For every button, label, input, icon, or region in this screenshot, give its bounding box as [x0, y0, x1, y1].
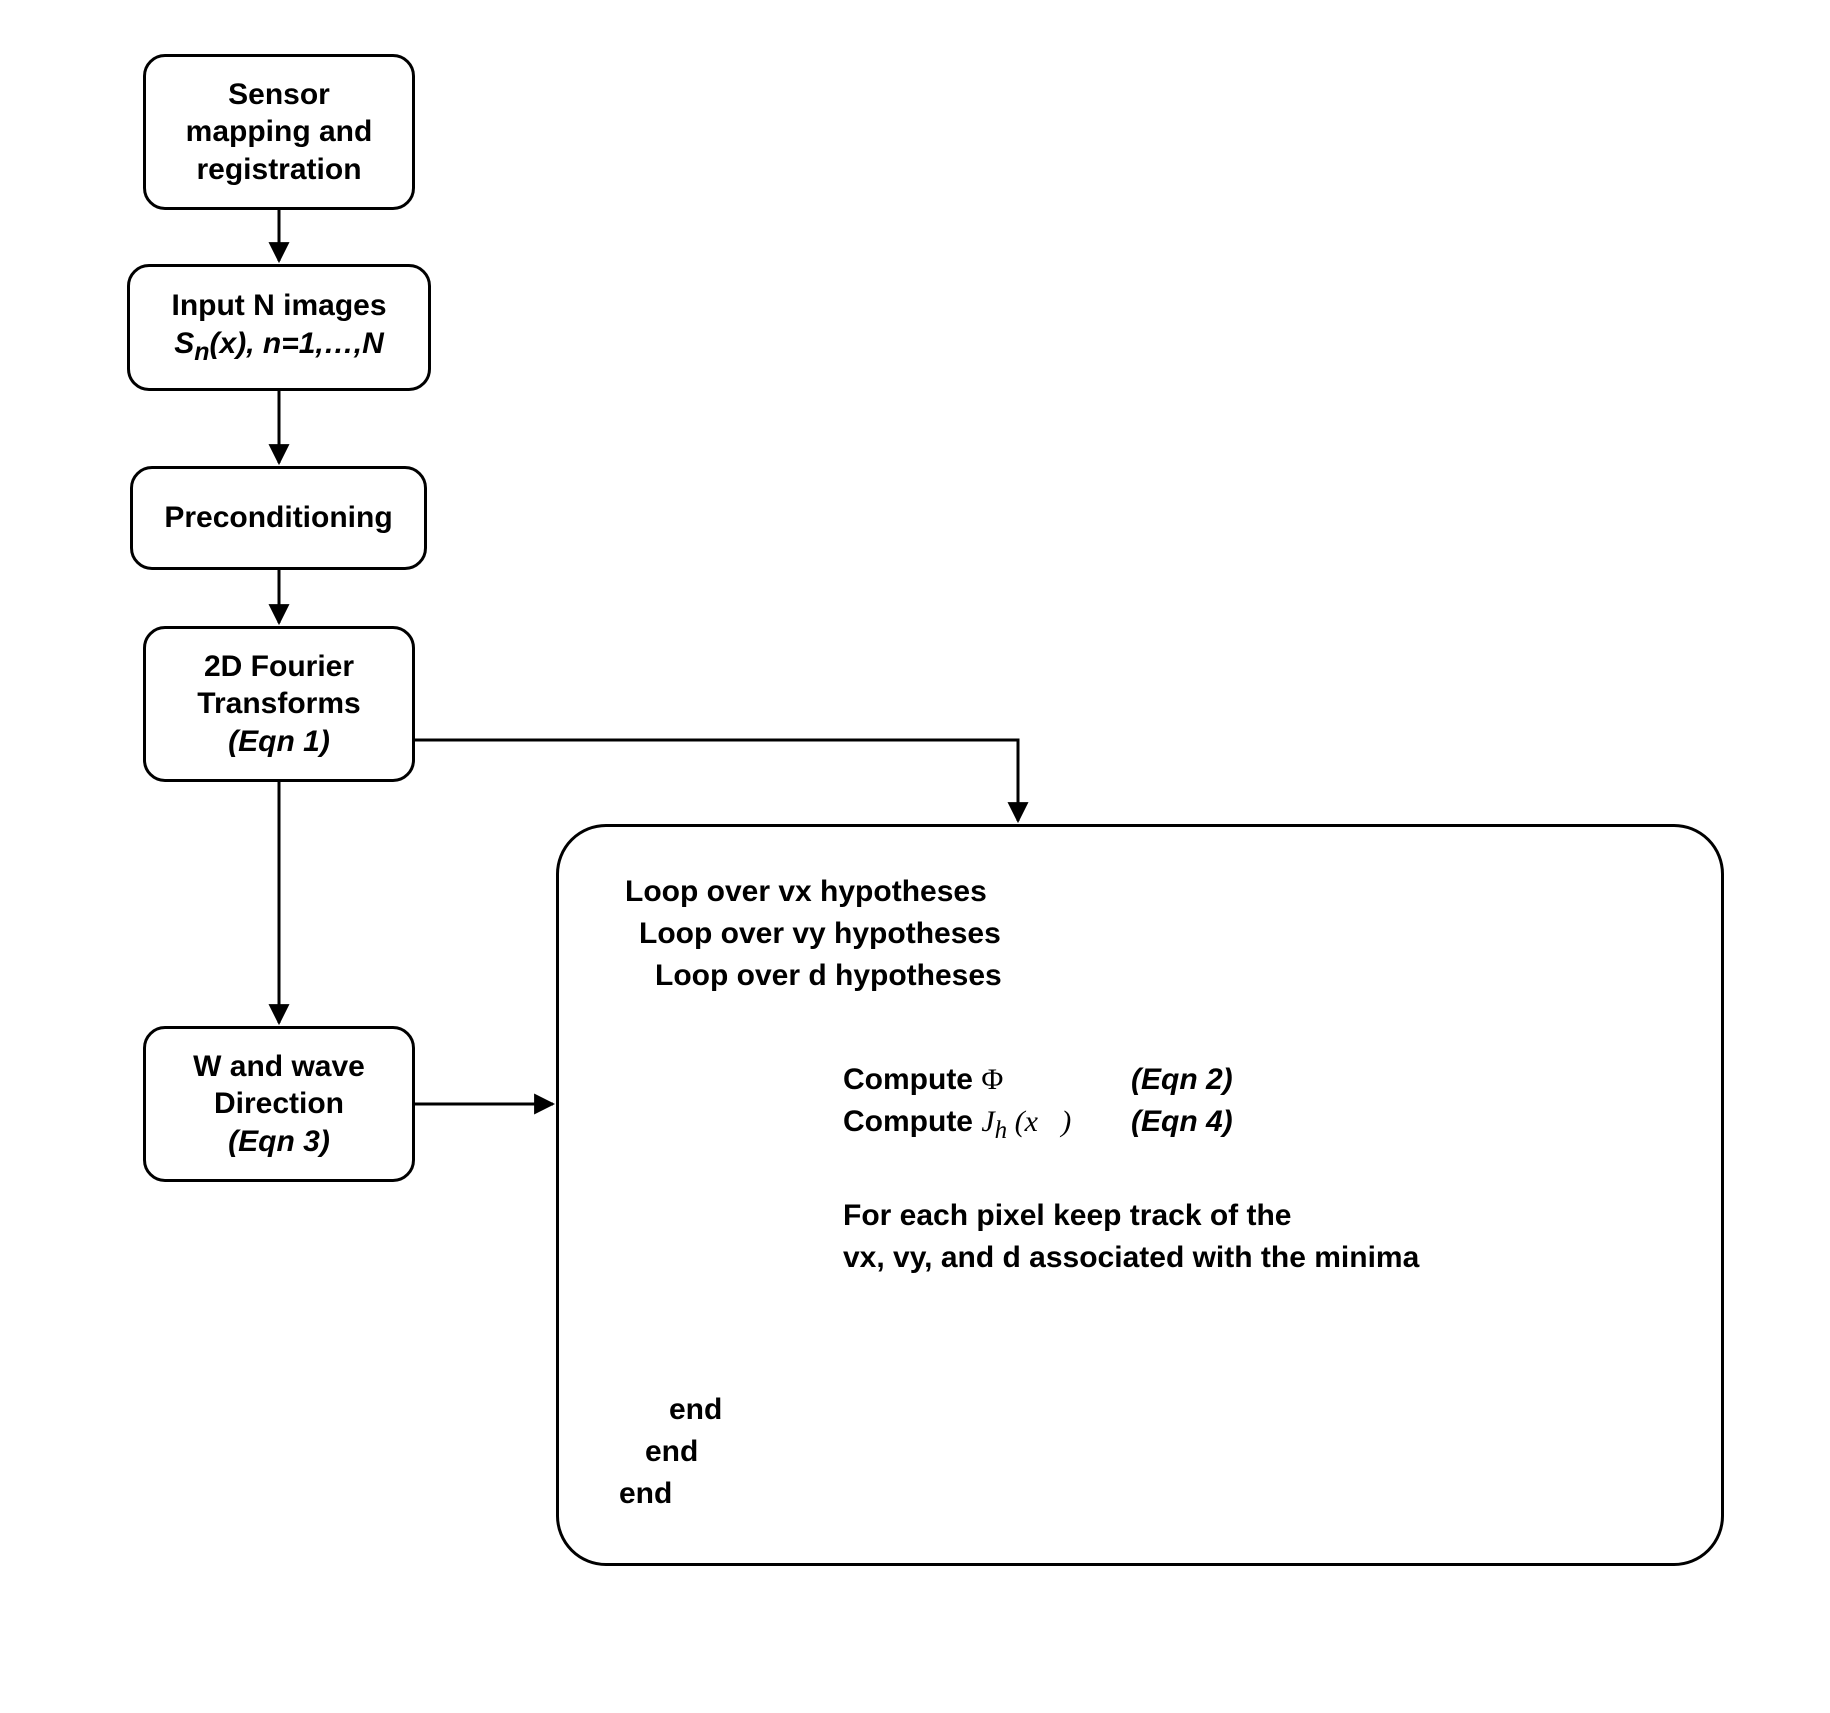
node-input-images: Input N images Sn(x), n=1,…,N	[127, 264, 431, 391]
compute-j-eqn: (Eqn 4)	[1131, 1105, 1233, 1139]
compute-phi-eqn: (Eqn 2)	[1131, 1063, 1233, 1097]
node-fourier: 2D Fourier Transforms (Eqn 1)	[143, 626, 415, 782]
node-sensor-mapping: Sensor mapping and registration	[143, 54, 415, 210]
node-line: mapping and	[186, 113, 373, 151]
node-line: 2D Fourier	[204, 648, 354, 686]
loop-line: Loop over vx hypotheses	[625, 875, 987, 909]
node-line: Input N images	[171, 287, 386, 325]
node-wave-direction: W and wave Direction (Eqn 3)	[143, 1026, 415, 1182]
compute-j: Compute Jh (x⃗)	[843, 1105, 1071, 1145]
node-eqn: (Eqn 3)	[228, 1123, 330, 1161]
end-line: end	[645, 1435, 698, 1469]
loop-line: Loop over d hypotheses	[655, 959, 1002, 993]
pixel-track-2: vx, vy, and d associated with the minima	[843, 1241, 1419, 1275]
end-line: end	[669, 1393, 722, 1427]
pixel-track-1: For each pixel keep track of the	[843, 1199, 1292, 1233]
node-eqn: (Eqn 1)	[228, 723, 330, 761]
node-loop-block: Loop over vx hypotheses Loop over vy hyp…	[556, 824, 1724, 1566]
edge-n4-big	[415, 740, 1018, 821]
node-line: Direction	[214, 1085, 344, 1123]
node-line: W and wave	[193, 1048, 365, 1086]
node-line: Sensor	[228, 76, 330, 114]
loop-line: Loop over vy hypotheses	[639, 917, 1001, 951]
node-line: registration	[196, 151, 361, 189]
node-line: Transforms	[197, 685, 360, 723]
node-line: Preconditioning	[164, 499, 392, 537]
end-line: end	[619, 1477, 672, 1511]
node-preconditioning: Preconditioning	[130, 466, 427, 570]
compute-phi: Compute Φ	[843, 1063, 1003, 1097]
node-math: Sn(x), n=1,…,N	[174, 325, 384, 368]
